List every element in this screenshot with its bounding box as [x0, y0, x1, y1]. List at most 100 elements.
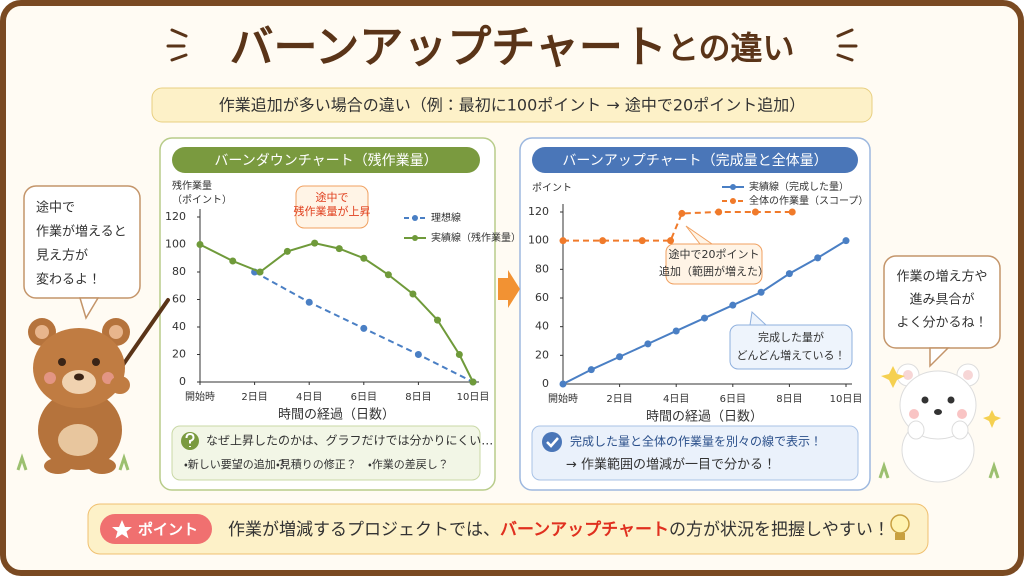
note-lead: なぜ上昇したのかは、グラフだけでは分かりにくい…: [206, 434, 493, 448]
data-point: [701, 314, 708, 322]
left-bubble-tail: [78, 297, 100, 320]
data-point: [638, 237, 646, 245]
data-point: [785, 270, 793, 278]
data-point: [434, 316, 442, 324]
data-point: [559, 237, 567, 245]
data-point: [196, 241, 204, 248]
x-tick-label: 開始時: [185, 390, 215, 403]
x-tick-label: 10日目: [830, 394, 863, 405]
x-tick-label: 6日目: [351, 392, 377, 403]
data-point: [384, 271, 392, 279]
y-axis-label: ポイント: [532, 182, 572, 194]
y-tick-label: 0: [179, 375, 186, 388]
annotation-box: [729, 324, 853, 370]
annotation-text: 残作業量が上昇: [294, 204, 371, 218]
footer-before: 作業が増減するプロジェクトでは、: [228, 520, 500, 540]
data-point: [311, 239, 319, 247]
data-point: [305, 298, 313, 306]
data-point: [842, 237, 850, 245]
y-tick-label: 20: [535, 348, 549, 361]
right-panel: [519, 137, 871, 491]
y-tick-label: 100: [165, 238, 186, 251]
annotation-text: 途中で20ポイント: [669, 248, 760, 261]
footer-badge-text: ポイント: [138, 521, 198, 539]
x-tick-label: 2日目: [241, 392, 267, 403]
white-bear: [878, 363, 1001, 483]
title-sparks: [166, 28, 858, 62]
bubble-text: 作業の増え方や: [896, 269, 987, 285]
y-tick-label: 40: [172, 320, 186, 333]
right-chart-title: バーンアップチャート（完成量と全体量）: [562, 153, 827, 169]
x-tick-label: 6日目: [720, 394, 746, 405]
y-tick-label: 40: [535, 320, 549, 333]
data-point: [455, 351, 463, 358]
data-point: [678, 209, 686, 217]
footer-text: 作業が増減するプロジェクトでは、バーンアップチャートの方が状況を把握しやすい！: [228, 519, 890, 540]
x-axis-label: 時間の経過（日数）: [278, 408, 395, 423]
data-point: [729, 301, 737, 309]
x-tick-label: 8日目: [776, 394, 802, 405]
subtitle-box: [151, 87, 873, 123]
footer-box: [87, 503, 929, 555]
title-suffix: との違い: [667, 29, 795, 67]
bubble-text: 途中で: [36, 201, 75, 216]
series-line: [199, 242, 474, 383]
y-tick-label: 80: [535, 262, 549, 275]
legend-marker: [730, 184, 736, 190]
note-item: ・作業の差戻し？: [368, 458, 449, 471]
y-tick-label: 20: [172, 348, 186, 361]
bubble-text: 見え方が: [36, 248, 88, 264]
data-point: [644, 340, 652, 348]
note-item: ・見積りの修正？: [276, 457, 357, 471]
legend-marker: [412, 235, 418, 241]
legend-label: 実績線（残作業量）: [431, 231, 521, 244]
left-chart-title: バーンダウンチャート（残作業量）: [214, 153, 437, 169]
check-glyph: [546, 437, 559, 448]
annotation-text: 完成した量が: [758, 330, 824, 344]
annotation-text: 途中で: [316, 191, 349, 204]
data-point: [256, 268, 264, 276]
question-glyph: [185, 432, 195, 447]
data-point: [587, 366, 595, 374]
data-point: [414, 351, 422, 358]
legend-label: 全体の作業量（スコープ）: [749, 194, 868, 207]
annotation-tail: [749, 310, 768, 326]
series-line: [563, 211, 793, 242]
data-point: [559, 380, 567, 388]
left-header: [172, 147, 480, 173]
right-note-box: [531, 425, 859, 481]
y-axis-label: 残作業量: [172, 179, 212, 192]
data-point: [751, 208, 759, 216]
data-point: [814, 254, 822, 262]
star-icon: [112, 520, 132, 539]
annotation-box: [665, 243, 763, 285]
annotation-tail: [685, 225, 714, 245]
legend-label: 理想線: [431, 211, 461, 224]
right-header: [532, 147, 858, 173]
annotation-text: 追加（範囲が増えた）: [659, 264, 769, 278]
y-tick-label: 120: [528, 205, 549, 218]
x-tick-label: 2日目: [606, 394, 632, 405]
data-point: [788, 208, 796, 216]
footer-after: の方が状況を把握しやすい！: [669, 520, 890, 540]
data-point: [283, 247, 291, 255]
legend-label: 実績線（完成した量）: [749, 180, 849, 193]
data-point: [335, 245, 343, 253]
annotation-box: [295, 185, 369, 229]
subtitle: 作業追加が多い場合の違い（例：最初に100ポイント → 途中で20ポイント追加）: [219, 96, 805, 115]
data-point: [229, 257, 237, 265]
data-point: [667, 237, 675, 245]
data-point: [360, 254, 368, 262]
y-tick-label: 60: [172, 293, 186, 306]
annotation-text: どんどん増えている！: [736, 349, 845, 362]
bubble-text: 作業が増えると: [36, 224, 127, 240]
note-lead: 完成した量と全体の作業量を別々の線で表示！: [570, 434, 822, 449]
data-point: [469, 378, 477, 386]
left-note-box: [171, 425, 481, 481]
x-tick-label: 4日目: [296, 392, 322, 403]
brown-bear: [16, 298, 170, 474]
x-tick-label: 開始時: [548, 392, 578, 405]
y-tick-label: 100: [528, 234, 549, 247]
y-tick-label: 60: [535, 291, 549, 304]
